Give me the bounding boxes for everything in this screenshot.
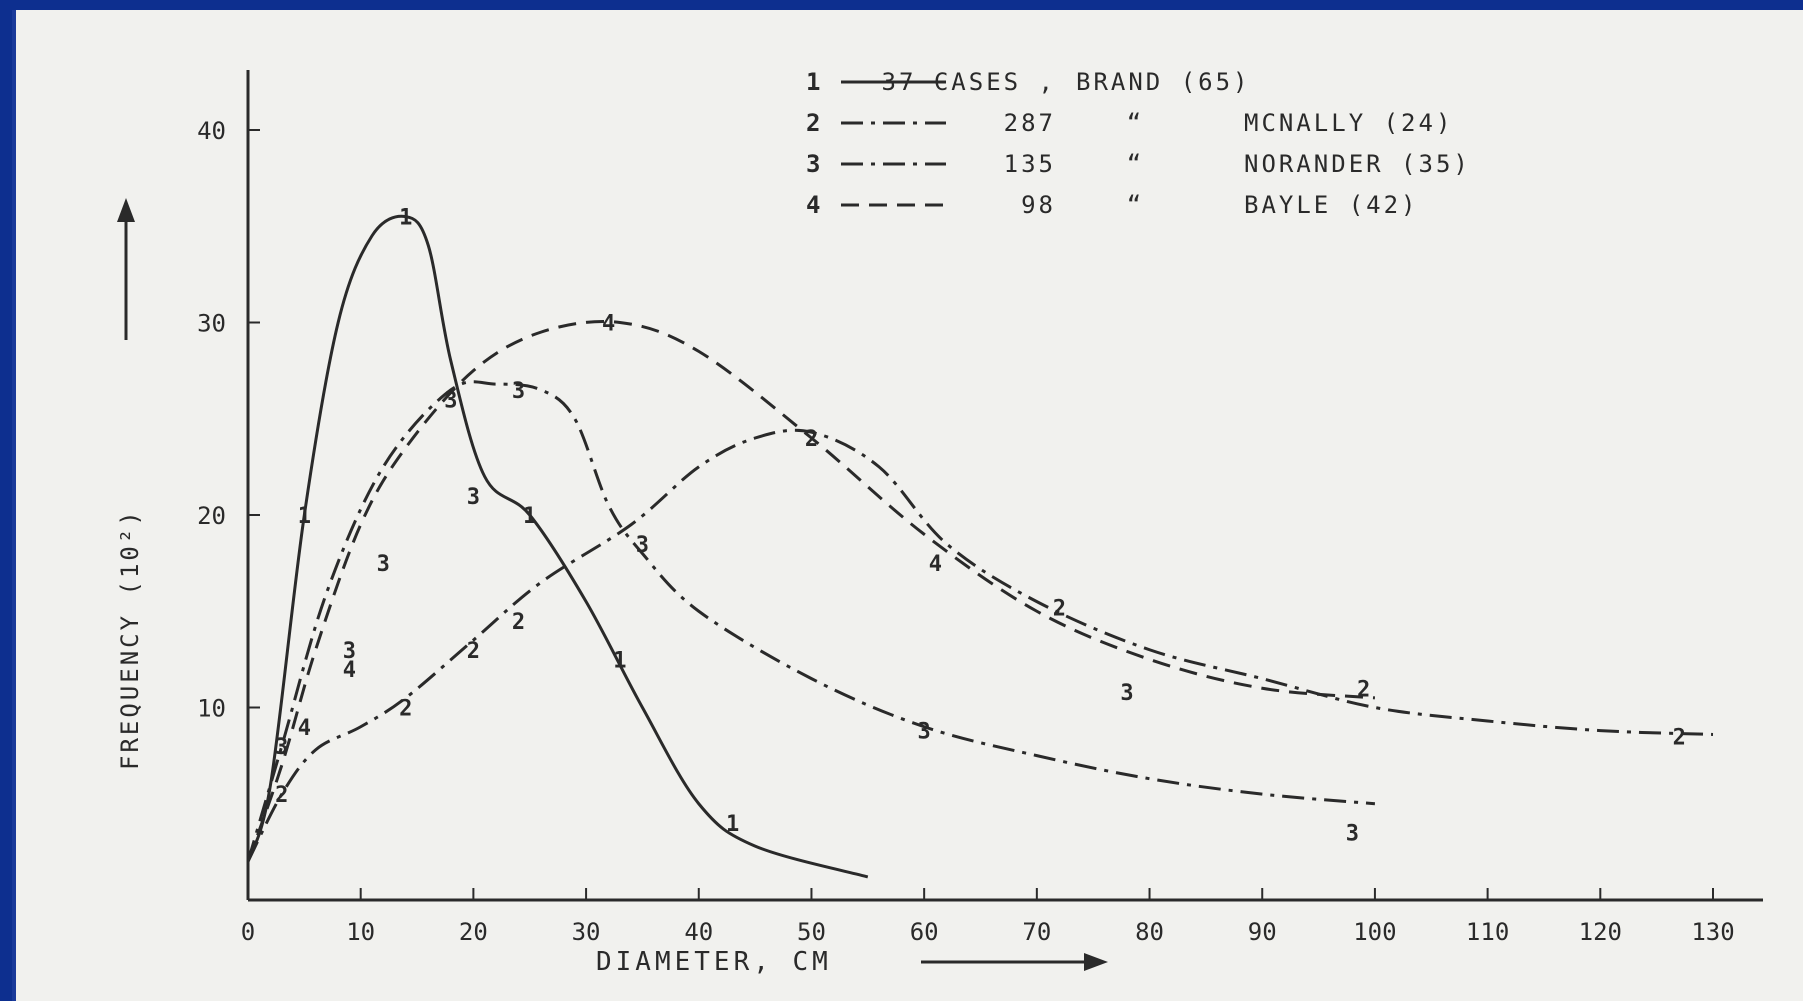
series-3-line (246, 380, 1376, 862)
legend-author: BAYLE (42) (1244, 191, 1419, 219)
legend-number: 98 (1021, 191, 1056, 219)
x-axis-arrow (921, 953, 1108, 971)
legend-row-2: 2 287 “ MCNALLY (24) (806, 109, 1453, 137)
series-2-marker: 2 (275, 783, 288, 808)
series-4-marker: 4 (929, 552, 942, 577)
x-tick-label: 0 (241, 918, 255, 946)
series-1-marker: 1 (726, 812, 739, 837)
x-tick-label: 110 (1466, 918, 1509, 946)
x-tick-label: 10 (346, 918, 375, 946)
series-4-marker: 4 (298, 716, 311, 741)
series-1: 1 1 1 1 1 (246, 206, 869, 879)
x-axis-label: DIAMETER, CM (596, 947, 832, 977)
series-2-marker: 2 (467, 639, 480, 664)
legend-row-3: 3 135 “ NORANDER (35) (806, 150, 1471, 178)
legend-row-4: 4 98 “ BAYLE (42) (806, 191, 1419, 219)
series-3-marker: 3 (467, 485, 480, 510)
x-tick-label: 70 (1022, 918, 1051, 946)
series-1-marker: 1 (298, 504, 311, 529)
legend-marker: 2 (806, 109, 820, 137)
legend-author: MCNALLY (24) (1244, 109, 1453, 137)
legend-author: NORANDER (35) (1244, 150, 1471, 178)
series-4-marker: 4 (602, 312, 615, 337)
legend-row-1: 1 37 CASES , BRAND (65) (806, 68, 1251, 96)
series-2-marker: 2 (1357, 677, 1370, 702)
x-tick-label: 40 (684, 918, 713, 946)
x-tick-label: 90 (1248, 918, 1277, 946)
series-3-marker: 3 (918, 720, 931, 745)
series-2-marker: 2 (399, 697, 412, 722)
y-tick-label: 40 (197, 117, 226, 145)
legend-number: 287 (1004, 109, 1056, 137)
frequency-diameter-chart: 1 37 CASES , BRAND (65)2 287 “MCNALLY (24)3 1… (116, 68, 1763, 977)
x-tick-label: 120 (1579, 918, 1622, 946)
series-3-marker: 3 (1120, 681, 1133, 706)
series-1-marker: 1 (399, 206, 412, 231)
series-1-marker: 1 (523, 504, 536, 529)
legend-author: BRAND (65) (1076, 68, 1251, 96)
axes: 0 10 20 30 40 50 60 70 80 90 100 110 120 130 10 20 30 40 (197, 70, 1763, 946)
legend-marker: 3 (806, 150, 820, 178)
series-4-marker: 4 (343, 658, 356, 683)
legend-number: 37 CASES , (882, 68, 1057, 96)
x-tick-label: 60 (910, 918, 939, 946)
legend-ditto: “ (1127, 191, 1141, 219)
legend-marker: 1 (806, 68, 820, 96)
y-tick-label: 30 (197, 310, 226, 338)
series-3-marker: 3 (343, 639, 356, 664)
legend-number: 135 (1004, 150, 1056, 178)
chart-frame: 1 37 CASES , BRAND (65) 2 287 “MCNALLY (24) 3 1… (12, 10, 1803, 1001)
x-tick-label: 80 (1135, 918, 1164, 946)
x-tick-label: 130 (1691, 918, 1734, 946)
series-2-marker: 2 (1673, 725, 1686, 750)
legend-marker: 4 (806, 191, 820, 219)
series-1-line (246, 214, 869, 879)
series-2-line (246, 428, 1714, 863)
y-tick-label: 10 (197, 695, 226, 723)
y-tick-label: 20 (197, 502, 226, 530)
x-tick-label: 100 (1353, 918, 1396, 946)
legend-ditto: “ (1127, 109, 1141, 137)
legend: 1 37 CASES , BRAND (65) 2 287 “ MCNALLY (24) 3 1… (806, 68, 1471, 219)
series-3-marker: 3 (636, 533, 649, 558)
x-tick-label: 20 (459, 918, 488, 946)
legend-ditto: “ (1127, 150, 1141, 178)
series-2-marker: 2 (1053, 596, 1066, 621)
series-3-marker: 3 (512, 379, 525, 404)
series-3-marker: 3 (1346, 822, 1359, 847)
y-axis-arrow (117, 198, 135, 340)
series-4-line (246, 319, 1376, 862)
series-1-marker: 1 (613, 648, 626, 673)
series-3-marker: 3 (377, 552, 390, 577)
x-tick-label: 30 (572, 918, 601, 946)
series-2-marker: 2 (512, 610, 525, 635)
x-tick-label: 50 (797, 918, 826, 946)
series-4: 4 4 4 4 (246, 312, 1376, 862)
y-axis-label: FREQUENCY (10²) (116, 508, 144, 770)
